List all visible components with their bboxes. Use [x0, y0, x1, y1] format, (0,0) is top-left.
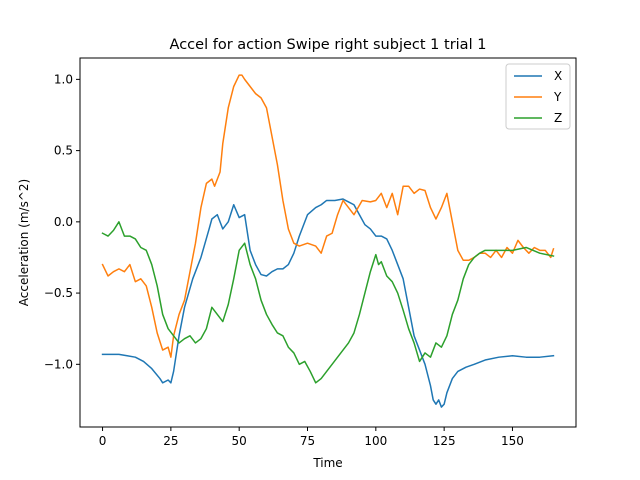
x-tick-label: 150 [501, 434, 524, 448]
x-axis-title: Time [312, 456, 342, 470]
y-tick-label: −1.0 [44, 357, 73, 371]
y-axis-title: Acceleration (m/s^2) [17, 179, 31, 306]
legend-label-y: Y [553, 90, 562, 104]
legend: XYZ [505, 63, 571, 130]
x-tick-label: 25 [163, 434, 178, 448]
x-tick-label: 0 [99, 434, 107, 448]
y-tick-label: 0.5 [54, 144, 73, 158]
x-axis: 0 25 50 75 100 125 150 [99, 427, 524, 448]
series-line-z [101, 221, 555, 384]
chart-title: Accel for action Swipe right subject 1 t… [170, 37, 487, 53]
y-axis: −1.0 −0.5 0.0 0.5 1.0 [44, 72, 80, 371]
x-tick-label: 50 [232, 434, 247, 448]
x-tick-label: 100 [364, 434, 387, 448]
y-tick-label: −0.5 [44, 286, 73, 300]
legend-label-x: X [554, 69, 562, 83]
x-tick-label: 125 [433, 434, 456, 448]
y-tick-label: 0.0 [54, 215, 73, 229]
y-tick-label: 1.0 [54, 72, 73, 86]
plot-area [101, 74, 555, 408]
legend-label-z: Z [554, 111, 562, 125]
x-tick-label: 75 [300, 434, 315, 448]
plot-frame [79, 57, 577, 428]
